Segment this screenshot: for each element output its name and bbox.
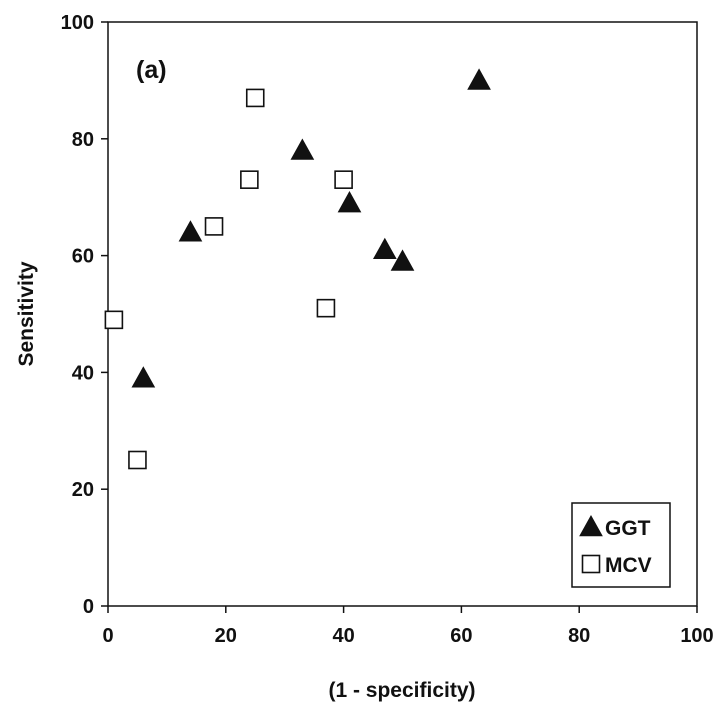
y-tick-label: 60 [72, 246, 94, 268]
x-tick-label: 100 [680, 625, 713, 647]
ggt-point [290, 138, 315, 160]
ggt-point [131, 366, 156, 388]
legend-label-mcv: MCV [605, 554, 652, 577]
x-tick-label: 0 [102, 625, 113, 647]
y-tick-label: 40 [72, 362, 94, 384]
mcv-point [240, 170, 259, 189]
ggt-point [337, 191, 362, 213]
legend-label-ggt: GGT [605, 517, 651, 540]
series-mcv [104, 88, 353, 470]
ggt-point [372, 237, 397, 260]
legend: GGT MCV [571, 502, 671, 588]
x-tick-label: 60 [450, 625, 472, 647]
y-tick-label: 0 [83, 596, 94, 618]
mcv-point [334, 170, 353, 189]
x-tick-label: 80 [568, 625, 590, 647]
x-axis-title: (1 - specificity) [328, 679, 475, 702]
mcv-point [316, 298, 336, 318]
mcv-point [128, 450, 147, 470]
mcv-point [204, 217, 224, 236]
legend-marker-mcv [581, 554, 601, 574]
series-ggt [131, 68, 491, 388]
legend-items: GGT MCV [579, 514, 652, 577]
y-tick-label: 20 [72, 479, 94, 501]
y-tick-label: 100 [61, 12, 94, 34]
data-points [104, 68, 491, 470]
y-axis-title: Sensitivity [15, 261, 38, 366]
panel-label: (a) [136, 56, 167, 84]
mcv-point [245, 88, 265, 108]
x-tick-label: 20 [215, 625, 237, 647]
ggt-point [178, 220, 203, 242]
ggt-point [390, 249, 415, 271]
mcv-point [104, 310, 124, 330]
axis-tick-labels: 0 20 40 60 80 100 0 20 40 60 80 100 [61, 12, 714, 647]
x-tick-label: 40 [332, 625, 354, 647]
axis-ticks [101, 21, 698, 613]
legend-marker-ggt [579, 514, 603, 537]
y-tick-label: 80 [72, 129, 94, 151]
ggt-point [467, 68, 491, 90]
